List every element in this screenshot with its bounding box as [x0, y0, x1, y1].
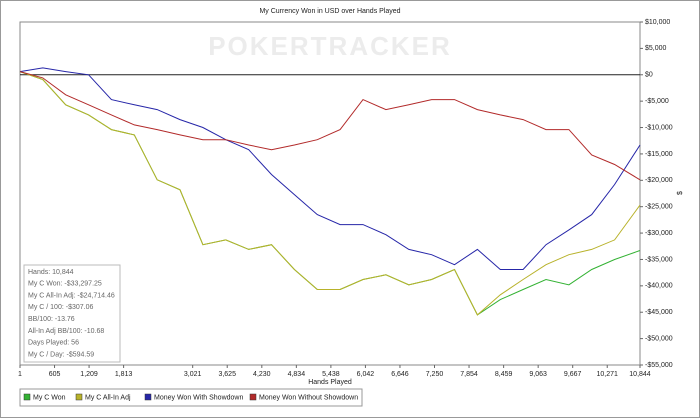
y-tick-label: $5,000	[645, 45, 667, 52]
x-tick-label: 7,250	[426, 371, 444, 378]
chart-title: My Currency Won in USD over Hands Played	[259, 8, 400, 15]
y-tick-label: $10,000	[645, 19, 670, 26]
y-tick-label: -$25,000	[645, 204, 673, 211]
y-tick-label: -$15,000	[645, 151, 673, 158]
x-tick-label: 5,438	[322, 371, 340, 378]
legend-swatch	[144, 393, 152, 401]
series-line	[19, 71, 641, 316]
stat-text: My C / 100: -$307.06	[28, 304, 93, 311]
legend-label: My C All-In Adj	[85, 394, 131, 401]
x-tick-label: 9,667	[564, 371, 582, 378]
y-tick-label: -$30,000	[645, 230, 673, 237]
legend-label: Money Won With Showdown	[154, 394, 243, 401]
legend	[19, 388, 363, 407]
stat-text: BB/100: -13.76	[28, 316, 75, 323]
x-tick-label: 1,209	[80, 371, 98, 378]
series-line	[19, 71, 641, 181]
legend-swatch	[23, 393, 31, 401]
y-tick-label: $0	[645, 72, 653, 79]
x-tick-label: 7,854	[460, 371, 478, 378]
x-tick-label: 3,021	[184, 371, 202, 378]
y-tick-label: -$10,000	[645, 124, 673, 131]
stat-text: My C Won: -$33,297.25	[28, 281, 102, 288]
x-tick-label: 605	[49, 371, 61, 378]
x-tick-label: 9,063	[529, 371, 547, 378]
stat-text: All-In Adj BB/100: -10.68	[28, 328, 104, 335]
stat-text: Days Played: 56	[28, 340, 79, 347]
x-axis-label: Hands Played	[308, 379, 352, 386]
x-tick-label: 1	[18, 371, 22, 378]
x-tick-label: 3,625	[218, 371, 236, 378]
series-line	[19, 67, 641, 270]
legend-label: My C Won	[33, 394, 66, 401]
stat-text: My C All-In Adj: -$24,714.46	[28, 292, 115, 299]
y-tick-label: -$40,000	[645, 283, 673, 290]
x-tick-label: 6,042	[357, 371, 375, 378]
plot-area	[19, 21, 641, 366]
stat-text: My C / Day: -$594.59	[28, 351, 94, 358]
x-tick-label: 6,646	[391, 371, 409, 378]
y-tick-label: -$20,000	[645, 177, 673, 184]
stats-box	[23, 264, 121, 363]
y-tick-label: -$55,000	[645, 362, 673, 369]
x-tick-label: 8,459	[495, 371, 513, 378]
legend-label: Money Won Without Showdown	[259, 394, 358, 401]
x-tick-label: 10,844	[629, 371, 651, 378]
y-tick-label: -$45,000	[645, 309, 673, 316]
x-tick-label: 4,834	[288, 371, 306, 378]
y-tick-label: -$5,000	[645, 98, 669, 105]
legend-swatch	[75, 393, 83, 401]
watermark: POKERTRACKER	[208, 31, 452, 61]
x-tick-label: 10,271	[597, 371, 619, 378]
stat-text: Hands: 10,844	[28, 269, 74, 276]
y-tick-label: -$35,000	[645, 256, 673, 263]
legend-swatch	[249, 393, 257, 401]
y-axis-label: $	[677, 191, 684, 195]
y-tick-label: -$50,000	[645, 335, 673, 342]
x-tick-label: 4,230	[253, 371, 271, 378]
x-tick-label: 1,813	[115, 371, 133, 378]
